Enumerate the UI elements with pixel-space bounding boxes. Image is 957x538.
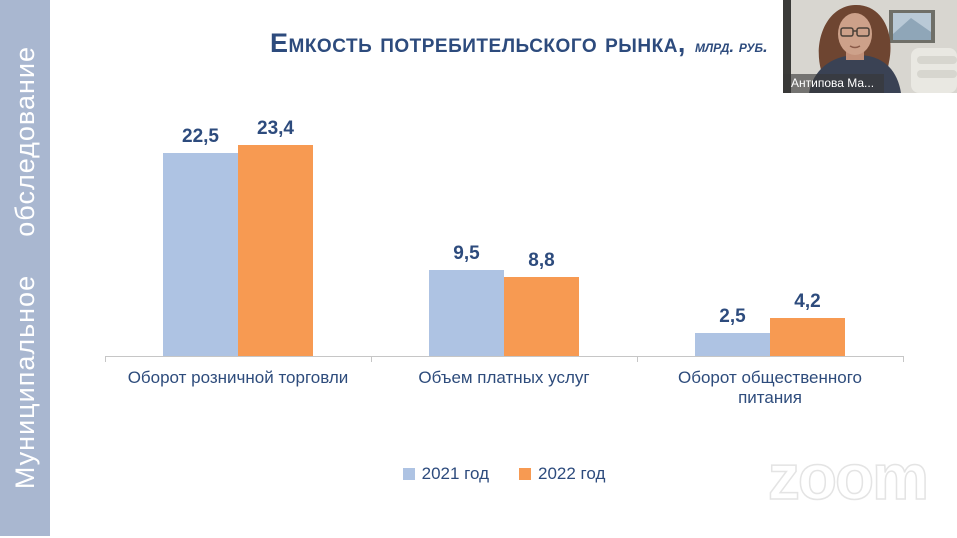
category-label: Оборот розничной торговли (127, 368, 349, 387)
bar-2022 (238, 145, 313, 356)
x-axis-tick (105, 356, 106, 362)
bar-value-label: 8,8 (528, 250, 555, 271)
category-label: Оборот общественного питания (678, 368, 862, 408)
bar-value-label: 2,5 (719, 306, 746, 327)
face (838, 13, 872, 55)
legend-label: 2021 год (421, 464, 489, 483)
bar-value-label: 4,2 (794, 291, 821, 312)
bar-value-label: 22,5 (182, 126, 219, 147)
bar-value-label: 23,4 (257, 118, 294, 139)
legend-item: 2022 год (519, 464, 605, 484)
x-axis-tick (371, 356, 372, 362)
bar-value-label: 9,5 (453, 243, 480, 264)
bar-2021 (429, 270, 504, 356)
webcam-left-shadow (783, 0, 791, 93)
legend-item: 2021 год (402, 464, 489, 484)
participant-name-tag: Антипова Ма... (783, 74, 885, 93)
zoom-watermark: zoom (767, 440, 930, 514)
mouth (849, 45, 861, 49)
x-axis-line (105, 356, 903, 357)
legend-swatch-icon (519, 468, 531, 480)
legend-label: 2022 год (538, 464, 606, 483)
bar-2021 (163, 153, 238, 356)
bar-2022 (770, 318, 845, 356)
chart-title-unit: млрд. руб. (694, 37, 768, 56)
picture-frame (889, 10, 935, 43)
glasses (840, 27, 870, 37)
chart-title: Емкость потребительского рынка, млрд. руб… (270, 28, 768, 59)
x-axis-tick (903, 356, 904, 362)
bar-2022 (504, 277, 579, 356)
webcam-video-frame (783, 0, 957, 93)
sidebar-banner: Муниципальное обследование (0, 0, 50, 536)
legend-swatch-icon (402, 468, 415, 480)
x-axis-tick (637, 356, 638, 362)
chart-legend: 2021 год 2022 год (105, 464, 903, 484)
webcam-video-tile[interactable]: Антипова Ма... (783, 0, 957, 93)
person (809, 4, 901, 93)
bar-2021 (695, 333, 770, 356)
chair (911, 48, 957, 93)
chart-title-text: Емкость потребительского рынка, (270, 28, 686, 58)
category-label: Объем платных услуг (418, 368, 590, 387)
